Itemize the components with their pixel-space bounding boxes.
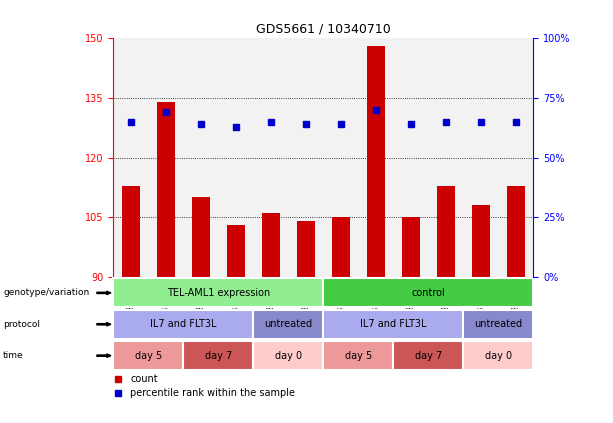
Bar bbox=[218, 38, 253, 277]
Bar bbox=[463, 310, 533, 339]
Text: count: count bbox=[130, 374, 158, 384]
Text: time: time bbox=[3, 351, 24, 360]
Bar bbox=[324, 341, 394, 370]
Bar bbox=[122, 186, 140, 277]
Bar bbox=[472, 206, 490, 277]
Bar bbox=[253, 341, 324, 370]
Text: genotype/variation: genotype/variation bbox=[3, 288, 89, 297]
Bar bbox=[498, 38, 533, 277]
Bar bbox=[297, 221, 314, 277]
Text: untreated: untreated bbox=[264, 319, 313, 329]
Text: day 5: day 5 bbox=[345, 351, 372, 361]
Bar bbox=[227, 225, 245, 277]
Bar bbox=[507, 186, 525, 277]
Text: day 7: day 7 bbox=[415, 351, 442, 361]
Title: GDS5661 / 10340710: GDS5661 / 10340710 bbox=[256, 22, 390, 36]
Bar bbox=[113, 38, 148, 277]
Text: TEL-AML1 expression: TEL-AML1 expression bbox=[167, 288, 270, 298]
Bar bbox=[183, 341, 253, 370]
Bar bbox=[324, 278, 533, 308]
Text: protocol: protocol bbox=[3, 320, 40, 329]
Bar bbox=[324, 310, 463, 339]
Text: percentile rank within the sample: percentile rank within the sample bbox=[130, 388, 295, 398]
Bar bbox=[463, 341, 533, 370]
Text: IL7 and FLT3L: IL7 and FLT3L bbox=[360, 319, 427, 329]
Bar bbox=[359, 38, 394, 277]
Text: day 0: day 0 bbox=[485, 351, 512, 361]
Text: IL7 and FLT3L: IL7 and FLT3L bbox=[150, 319, 216, 329]
Bar bbox=[402, 217, 419, 277]
Text: day 7: day 7 bbox=[205, 351, 232, 361]
Bar bbox=[253, 38, 288, 277]
Bar bbox=[253, 310, 324, 339]
Bar bbox=[394, 341, 463, 370]
Text: control: control bbox=[411, 288, 445, 298]
Bar bbox=[428, 38, 463, 277]
Bar bbox=[113, 341, 183, 370]
Bar bbox=[394, 38, 428, 277]
Text: day 0: day 0 bbox=[275, 351, 302, 361]
Bar bbox=[157, 102, 175, 277]
Bar bbox=[148, 38, 183, 277]
Bar bbox=[463, 38, 498, 277]
Bar bbox=[324, 38, 359, 277]
Bar bbox=[288, 38, 324, 277]
Bar bbox=[437, 186, 455, 277]
Text: day 5: day 5 bbox=[135, 351, 162, 361]
Text: untreated: untreated bbox=[474, 319, 522, 329]
Bar bbox=[262, 214, 280, 277]
Bar bbox=[183, 38, 218, 277]
Bar bbox=[113, 310, 253, 339]
Bar bbox=[113, 278, 324, 308]
Bar bbox=[367, 46, 384, 277]
Bar bbox=[332, 217, 349, 277]
Bar bbox=[192, 198, 210, 277]
